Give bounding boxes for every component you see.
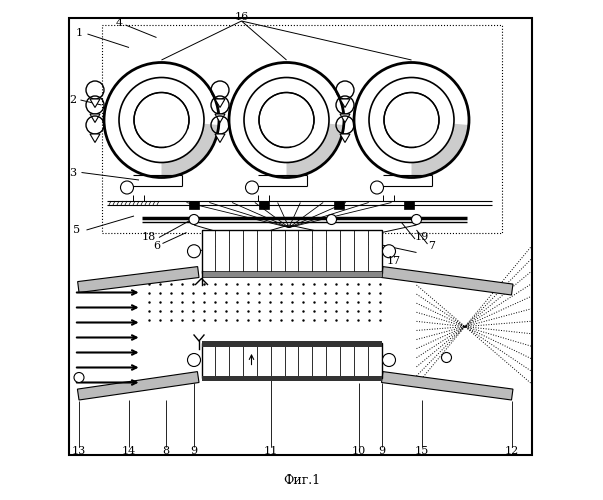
Bar	[368, 230, 382, 272]
Polygon shape	[382, 266, 513, 295]
Text: 16: 16	[235, 12, 248, 22]
Bar	[201, 230, 382, 272]
Circle shape	[188, 244, 201, 258]
Text: 10: 10	[352, 446, 366, 456]
Bar	[354, 342, 368, 378]
Circle shape	[441, 352, 452, 362]
Bar	[201, 340, 382, 346]
Polygon shape	[215, 134, 225, 142]
Circle shape	[189, 214, 199, 224]
Bar	[101, 25, 502, 233]
Bar	[257, 342, 271, 378]
Bar	[285, 230, 298, 272]
Text: 18: 18	[142, 232, 156, 241]
Bar	[215, 230, 229, 272]
Polygon shape	[77, 372, 199, 400]
Bar	[298, 230, 312, 272]
Bar	[271, 342, 285, 378]
Bar	[189, 200, 199, 208]
Text: 6: 6	[153, 241, 160, 251]
Bar	[201, 230, 215, 272]
Polygon shape	[286, 124, 344, 178]
Bar	[271, 230, 285, 272]
Text: 14: 14	[122, 446, 136, 456]
Bar	[326, 230, 340, 272]
Polygon shape	[78, 266, 199, 292]
Circle shape	[382, 354, 396, 366]
Bar	[201, 270, 382, 276]
Polygon shape	[90, 134, 100, 142]
Polygon shape	[340, 134, 350, 142]
Text: 11: 11	[264, 446, 277, 456]
Bar	[340, 230, 354, 272]
Bar	[404, 200, 414, 208]
Text: 19: 19	[414, 232, 429, 241]
Text: 2: 2	[69, 95, 76, 105]
Bar	[229, 230, 243, 272]
Text: 5: 5	[73, 225, 80, 235]
Circle shape	[245, 181, 259, 194]
Bar	[312, 230, 326, 272]
Circle shape	[74, 372, 84, 382]
Bar	[312, 342, 326, 378]
Text: 12: 12	[504, 446, 519, 456]
Bar	[326, 342, 340, 378]
Text: 9: 9	[191, 446, 198, 456]
Circle shape	[370, 181, 384, 194]
Circle shape	[188, 354, 201, 366]
Bar	[243, 230, 257, 272]
Polygon shape	[90, 114, 100, 122]
Text: 1: 1	[75, 28, 83, 38]
Bar	[243, 342, 257, 378]
Polygon shape	[215, 114, 225, 122]
Text: 3: 3	[69, 168, 76, 177]
Polygon shape	[340, 114, 350, 122]
Bar	[334, 200, 344, 208]
Polygon shape	[382, 372, 513, 400]
Bar	[201, 342, 215, 378]
Polygon shape	[411, 124, 469, 178]
Text: Фиг.1: Фиг.1	[283, 474, 320, 486]
Bar	[298, 342, 312, 378]
Bar	[201, 342, 382, 378]
Bar	[229, 342, 243, 378]
Text: 9: 9	[378, 446, 385, 456]
Bar	[257, 230, 271, 272]
Bar	[201, 376, 382, 380]
Bar	[354, 230, 368, 272]
Polygon shape	[340, 99, 350, 108]
Bar	[285, 342, 298, 378]
Text: 8: 8	[162, 446, 169, 456]
Text: 4: 4	[115, 18, 122, 28]
Text: 13: 13	[72, 446, 86, 456]
Circle shape	[121, 181, 133, 194]
Polygon shape	[90, 99, 100, 108]
Polygon shape	[162, 124, 219, 178]
Bar	[259, 200, 269, 208]
Bar	[368, 342, 382, 378]
Text: 15: 15	[414, 446, 429, 456]
Bar	[215, 342, 229, 378]
Polygon shape	[215, 99, 225, 108]
Circle shape	[411, 214, 421, 224]
Circle shape	[326, 214, 336, 224]
Text: 17: 17	[387, 256, 401, 266]
Text: 7: 7	[428, 241, 435, 251]
Bar	[69, 18, 531, 455]
Bar	[340, 342, 354, 378]
Circle shape	[382, 244, 396, 258]
